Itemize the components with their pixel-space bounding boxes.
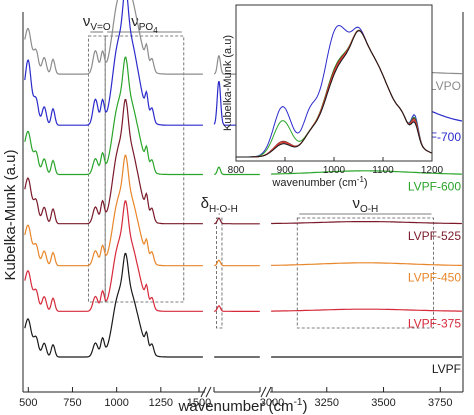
inset-series-lines — [236, 24, 432, 158]
main-x-axis-label: wavenumber (cm-1) — [178, 397, 308, 415]
series-line-lvpf-375 — [24, 200, 462, 312]
annotation-label-delta-hoh: δH-O-H — [201, 195, 238, 215]
inset-frame — [235, 4, 433, 162]
inset-tick-label-1200: 1200 — [421, 165, 444, 176]
tick-label-seg1-500: 500 — [19, 397, 37, 409]
inset-tick-label-1000: 1000 — [323, 165, 346, 176]
annotation-box-nu-oh — [296, 217, 434, 329]
axis-break-marks — [200, 386, 272, 398]
tick-label-seg1-1250: 1250 — [149, 397, 173, 409]
break-mark-1a — [200, 386, 207, 398]
series-label-lvpo: LVPO — [430, 79, 461, 93]
series-line-lvpf-525 — [24, 99, 462, 225]
tick-label-seg3-3500: 3500 — [371, 397, 395, 409]
series-line-lvpf — [24, 252, 462, 358]
tick-label-seg1-750: 750 — [63, 397, 81, 409]
series-label-lvpf-450: LVPF-450 — [408, 271, 461, 285]
inset-y-axis-label: Kubelka-Munk (a.u) — [222, 35, 234, 131]
series-label-lvpf-525: LVPF-525 — [408, 229, 461, 243]
inset-x-ticks: 800 900 1000 1100 1200 — [228, 157, 444, 176]
annotation-box-nu-vo — [87, 35, 106, 303]
main-y-axis-label: Kubelka-Munk (a.u) — [2, 150, 19, 281]
inset-tick-label-900: 900 — [277, 165, 294, 176]
series-line-lvpf-450 — [24, 154, 462, 267]
tick-label-seg1-1500: 1500 — [187, 397, 211, 409]
break-mark-1b — [205, 386, 212, 398]
band-annotations: νV=O νPO4 δH-O-H νO-H — [83, 13, 434, 329]
tick-label-seg3-3000: 3000 — [260, 397, 284, 409]
inset-plot: 800 900 1000 1100 1200 Kubelka-Munk (a.u) wa… — [222, 4, 444, 189]
inset-tick-label-1100: 1100 — [372, 165, 394, 176]
tick-label-seg1-1000: 1000 — [104, 397, 128, 409]
series-line-lvpf-600 — [24, 56, 462, 176]
inset-series-line-lvpf — [236, 30, 432, 158]
main-x-ticks: 500 750 1000 1250 1500 3000 3250 3500 3750 — [19, 387, 453, 409]
series-label-lvpf-600: LVPF-600 — [408, 179, 461, 193]
inset-x-axis-label: wavenumber (cm-1) — [271, 175, 367, 189]
main-plot-frame — [22, 12, 464, 398]
break-mark-2b — [265, 386, 272, 398]
tick-label-seg3-3750: 3750 — [428, 397, 452, 409]
inset-tick-label-800: 800 — [228, 165, 245, 176]
annotation-label-nu-vo: νV=O — [83, 13, 111, 33]
annotation-label-nu-oh: νO-H — [352, 195, 378, 215]
break-mark-2a — [260, 386, 267, 398]
series-label-lvpf-375: LVPF-375 — [408, 316, 461, 330]
annotation-label-nu-po4: νPO4 — [131, 13, 158, 35]
annotation-box-nu-po4 — [104, 35, 185, 303]
tick-label-seg3-3250: 3250 — [315, 397, 339, 409]
series-label-lvpf: LVPF — [432, 362, 461, 376]
